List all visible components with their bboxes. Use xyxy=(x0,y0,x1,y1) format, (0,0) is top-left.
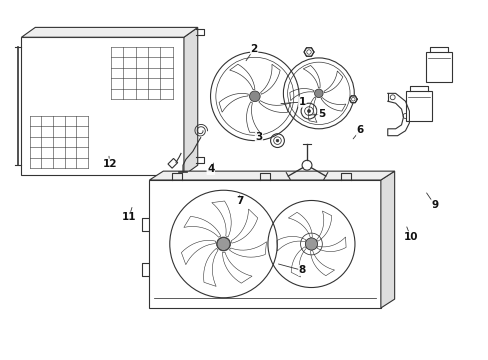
Text: 10: 10 xyxy=(403,232,417,242)
Polygon shape xyxy=(304,48,313,56)
Circle shape xyxy=(216,237,230,251)
Text: 11: 11 xyxy=(122,212,136,222)
Text: 12: 12 xyxy=(102,159,117,169)
Circle shape xyxy=(249,91,260,102)
Text: 3: 3 xyxy=(255,132,262,143)
Circle shape xyxy=(314,89,323,98)
Circle shape xyxy=(305,238,317,250)
Text: 7: 7 xyxy=(236,196,243,206)
Text: 8: 8 xyxy=(298,265,305,275)
Text: 5: 5 xyxy=(317,109,325,120)
Text: 6: 6 xyxy=(356,125,363,135)
Polygon shape xyxy=(183,27,197,175)
Text: 1: 1 xyxy=(298,97,305,107)
Polygon shape xyxy=(149,171,394,180)
Circle shape xyxy=(307,109,310,113)
Circle shape xyxy=(217,238,229,251)
Polygon shape xyxy=(21,27,197,37)
Text: 4: 4 xyxy=(207,165,214,174)
Bar xyxy=(425,52,451,82)
Text: 2: 2 xyxy=(250,44,257,54)
Bar xyxy=(406,91,431,121)
Polygon shape xyxy=(380,171,394,308)
Text: 9: 9 xyxy=(430,200,437,210)
Circle shape xyxy=(305,238,316,249)
Bar xyxy=(167,158,177,168)
Circle shape xyxy=(276,139,278,142)
Polygon shape xyxy=(21,37,183,175)
Polygon shape xyxy=(149,180,380,308)
Polygon shape xyxy=(348,96,357,103)
